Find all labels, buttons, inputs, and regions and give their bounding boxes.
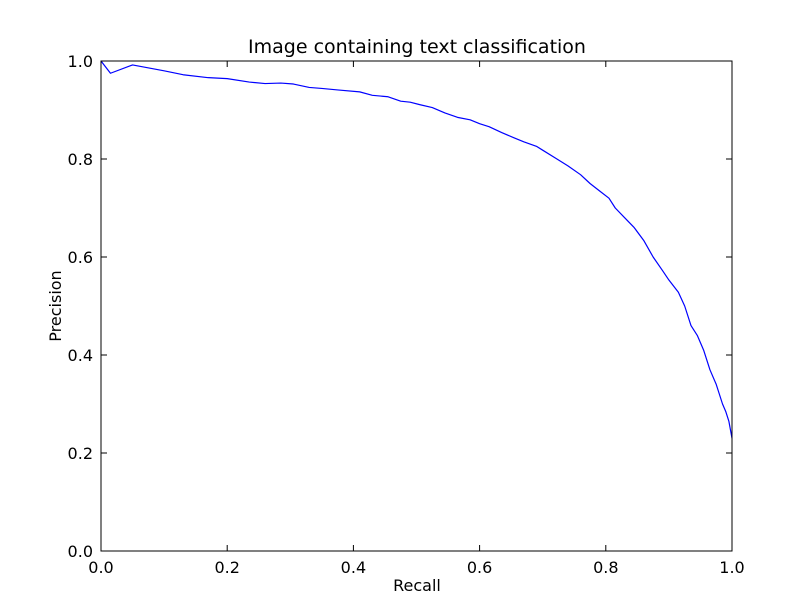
y-tick-label: 0.8 <box>68 150 93 169</box>
chart-title: Image containing text classification <box>248 36 586 58</box>
x-axis-title: Recall <box>393 576 441 595</box>
plot-frame <box>100 60 733 552</box>
series-line <box>100 60 733 439</box>
y-tick-label: 0.6 <box>68 248 93 267</box>
x-tick-label: 0.2 <box>214 558 239 577</box>
plot-area <box>101 61 732 551</box>
x-tick-label: 1.0 <box>719 558 744 577</box>
x-tick-label: 0.4 <box>341 558 366 577</box>
y-axis-title: Precision <box>46 270 65 341</box>
x-tick-label: 0.0 <box>88 558 113 577</box>
x-tick-label: 0.8 <box>593 558 618 577</box>
y-tick-label: 0.4 <box>68 346 93 365</box>
y-tick-label: 0.0 <box>68 542 93 561</box>
y-tick-label: 0.2 <box>68 444 93 463</box>
tick-labels: 0.0 0.2 0.4 0.6 0.8 1.0 0.0 0.2 0.4 0.6 0.8 1.0 <box>68 52 745 577</box>
y-tick-label: 1.0 <box>68 52 93 71</box>
x-tick-label: 0.6 <box>467 558 492 577</box>
